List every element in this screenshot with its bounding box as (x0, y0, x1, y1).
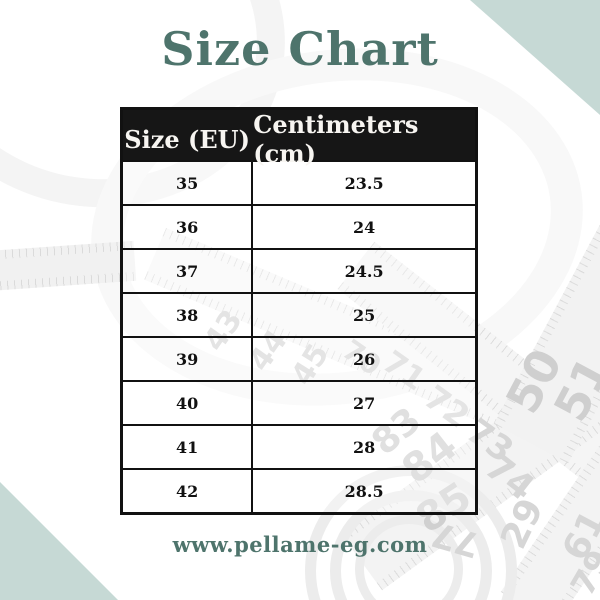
tape-roll-middle (330, 490, 492, 600)
table-row: 35 23.5 (123, 160, 475, 204)
page-title: Size Chart (161, 22, 439, 76)
table-row: 36 24 (123, 204, 475, 248)
column-header-size-eu: Size (EU) (123, 110, 254, 168)
cm-cell: 23.5 (344, 173, 384, 193)
size-eu-cell: 40 (123, 382, 254, 424)
table-row: 39 26 (123, 336, 475, 380)
cm-cell: 26 (352, 349, 376, 369)
cm-cell: 25 (352, 305, 376, 325)
cm-cell: 24 (352, 217, 376, 237)
cm-cell: 27 (352, 393, 376, 413)
column-header-centimeters: Centimeters (cm) (253, 110, 419, 168)
website-url: www.pellame-eg.com (172, 532, 428, 557)
size-eu-cell: 42 (123, 470, 254, 512)
table-header-row: Size (EU) Centimeters (cm) (123, 110, 475, 168)
size-eu-cell: 41 (123, 426, 254, 468)
size-eu-cell: 36 (123, 206, 254, 248)
table-row: 42 28.5 (123, 468, 475, 512)
cm-cell: 24.5 (344, 261, 384, 281)
tape-roll-inner (355, 515, 463, 600)
size-chart-table: Size (EU) Centimeters (cm) 35 23.5 36 24… (120, 107, 478, 515)
table-row: 37 24.5 (123, 248, 475, 292)
size-eu-cell: 37 (123, 250, 254, 292)
cm-cell: 28 (352, 437, 376, 457)
size-eu-cell: 38 (123, 294, 254, 336)
size-eu-cell: 35 (123, 162, 254, 204)
cm-cell: 28.5 (344, 481, 384, 501)
table-row: 41 28 (123, 424, 475, 468)
size-eu-cell: 39 (123, 338, 254, 380)
table-row: 40 27 (123, 380, 475, 424)
table-row: 38 25 (123, 292, 475, 336)
